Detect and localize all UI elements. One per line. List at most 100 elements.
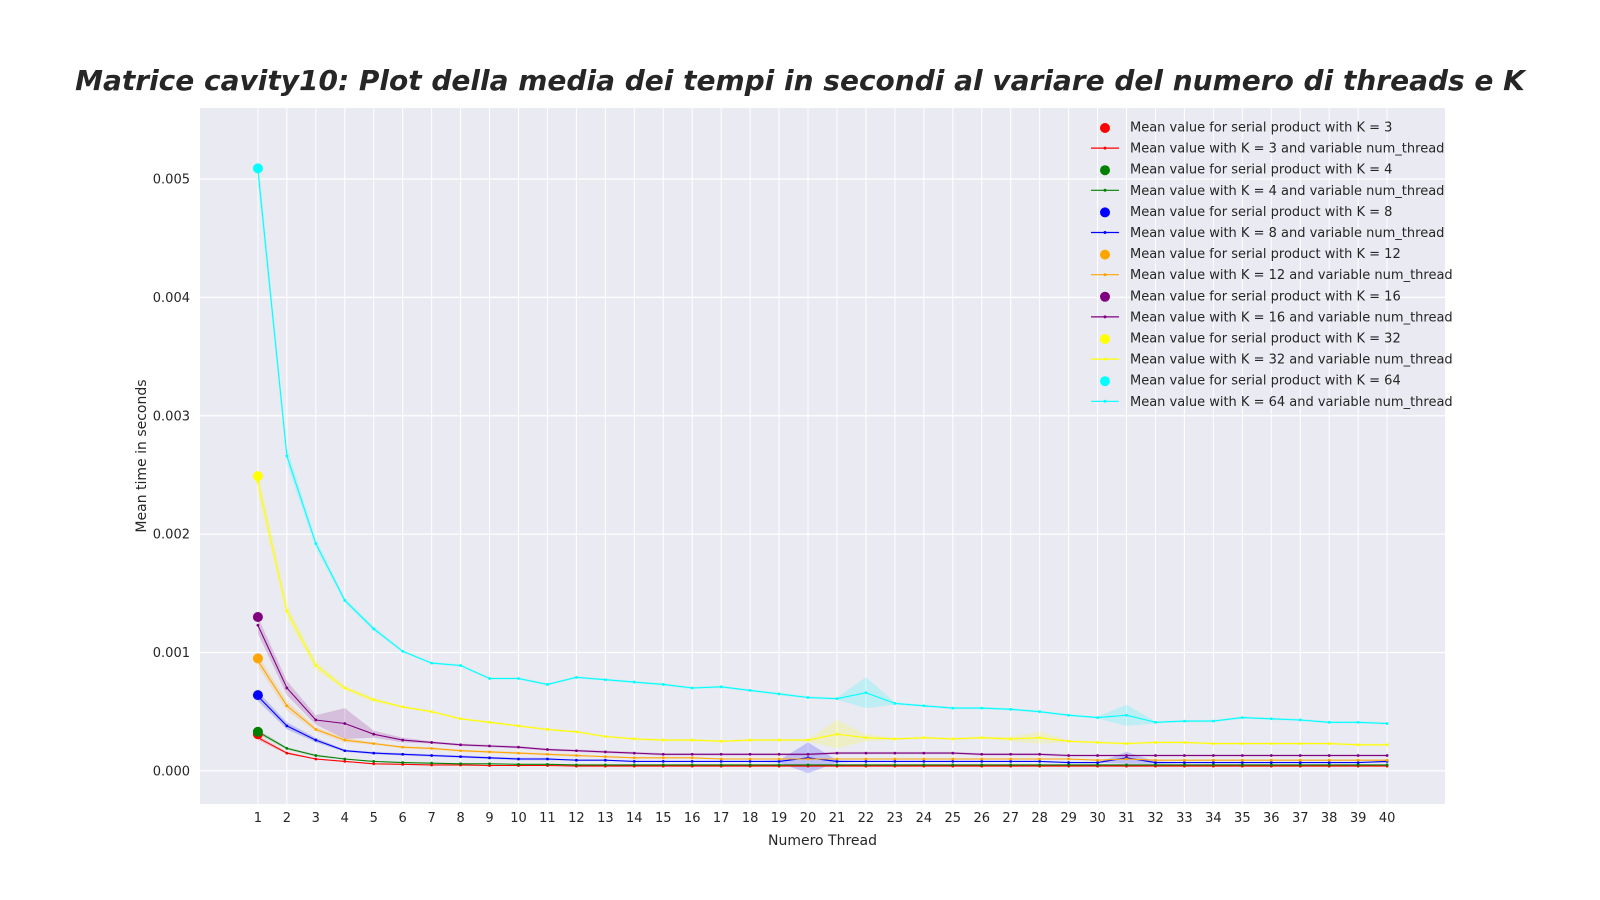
series-point <box>864 763 868 767</box>
series-point <box>401 649 405 653</box>
series-point <box>632 737 636 741</box>
serial-point <box>252 726 263 737</box>
serial-point <box>252 653 263 664</box>
series-point <box>835 759 839 763</box>
legend-label: Mean value with K = 3 and variable num_t… <box>1130 142 1444 157</box>
series-line <box>257 731 1388 766</box>
x-tick-label: 24 <box>916 811 933 826</box>
series-point <box>459 755 462 759</box>
series-point <box>314 542 318 545</box>
series-point <box>1269 742 1273 746</box>
legend: Mean value for serial product with K = 3… <box>1091 121 1453 410</box>
series-point <box>1009 752 1013 756</box>
series-point <box>1038 763 1042 767</box>
series-point <box>951 759 955 763</box>
series-point <box>546 762 549 766</box>
series-point <box>922 763 926 767</box>
series-point <box>1067 739 1071 743</box>
series-point <box>603 735 607 738</box>
series-point <box>603 763 607 767</box>
series-point <box>777 763 781 767</box>
x-axis-label: Numero Thread <box>768 833 877 849</box>
series-line <box>257 695 1388 764</box>
series-point <box>1067 761 1071 764</box>
x-tick-label: 11 <box>539 811 556 826</box>
serial-point <box>252 471 263 482</box>
x-tick-label: 31 <box>1118 811 1135 826</box>
series-point <box>806 738 810 742</box>
series-point <box>372 698 376 702</box>
series-point <box>517 751 520 755</box>
series-point <box>690 738 694 742</box>
series-point <box>285 609 289 613</box>
legend-line-marker <box>1103 188 1107 192</box>
series-point <box>893 701 897 705</box>
series-point <box>951 763 955 767</box>
series-point <box>1183 754 1186 757</box>
x-tick-label: 27 <box>1002 811 1019 826</box>
legend-label: Mean value for serial product with K = 4 <box>1130 163 1392 178</box>
series-point <box>1183 719 1186 723</box>
series-point <box>1009 757 1013 761</box>
x-tick-label: 19 <box>771 811 788 826</box>
series-point <box>1125 763 1128 767</box>
series-point <box>1096 761 1099 764</box>
series-point <box>1067 754 1071 757</box>
series-point <box>1038 759 1042 763</box>
series-point <box>314 738 318 742</box>
series-point <box>1327 754 1331 757</box>
series-point <box>488 720 491 724</box>
series-point <box>1356 761 1360 764</box>
series-point <box>285 704 289 708</box>
series-point <box>1356 720 1360 724</box>
series-point <box>517 762 520 766</box>
legend-line-marker <box>1103 399 1107 403</box>
series-point <box>488 762 491 766</box>
series-point <box>314 754 318 757</box>
series-point <box>632 756 636 760</box>
series-point <box>1154 761 1157 764</box>
legend-marker <box>1100 165 1110 176</box>
grid-lines <box>200 108 1445 804</box>
legend-line-marker <box>1103 231 1107 234</box>
series-point <box>1009 737 1013 741</box>
series-point <box>488 750 491 754</box>
series-point <box>430 710 434 714</box>
series-point <box>951 737 955 741</box>
series-line <box>257 625 1388 757</box>
series-point <box>835 732 839 736</box>
series-point <box>343 738 347 742</box>
series-point <box>893 763 897 767</box>
legend-label: Mean value with K = 32 and variable num_… <box>1130 353 1453 368</box>
series-point <box>1385 758 1389 762</box>
series-point <box>661 738 665 742</box>
series-point <box>517 757 520 761</box>
series-point <box>256 623 260 627</box>
x-tick-label: 35 <box>1234 811 1251 826</box>
legend-label: Mean value for serial product with K = 3… <box>1130 332 1401 347</box>
series-point <box>748 738 752 742</box>
series-point <box>1240 758 1244 762</box>
series-point <box>893 757 897 761</box>
series-point <box>1269 761 1273 764</box>
series-point <box>517 724 520 728</box>
series-point <box>1385 754 1389 757</box>
series-point <box>1038 736 1042 740</box>
series-point <box>401 761 405 764</box>
series-point <box>401 752 405 756</box>
chart-title: Matrice cavity10: Plot della media dei t… <box>75 64 1527 97</box>
x-tick-label: 9 <box>485 811 493 826</box>
series-point <box>1125 713 1128 717</box>
series-point <box>690 763 694 767</box>
series-point <box>1096 763 1099 767</box>
series-point <box>1154 763 1157 767</box>
y-tick-label: 0.002 <box>153 528 190 543</box>
x-tick-label: 2 <box>283 811 291 826</box>
x-tick-label: 39 <box>1350 811 1367 826</box>
series-point <box>1038 752 1042 756</box>
x-tick-label: 1 <box>254 811 262 826</box>
series-point <box>1269 763 1273 767</box>
series-point <box>951 751 955 755</box>
series-line <box>257 481 1388 746</box>
